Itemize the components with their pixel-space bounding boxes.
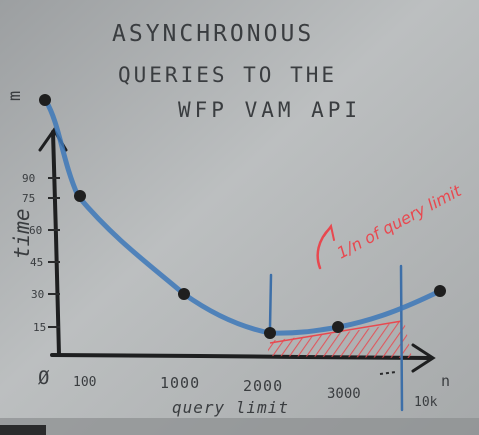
dot-2: [74, 190, 86, 202]
x-tick-1000: 1000: [160, 374, 200, 392]
x-tick-3000: 3000: [327, 386, 361, 402]
y-axis-label: time: [10, 208, 34, 259]
y-unit-label: m: [5, 91, 25, 101]
x-axis-arrow: [411, 343, 436, 373]
x-axis-end-label: n: [441, 372, 450, 390]
data-dots: [39, 94, 446, 339]
y-tick-90: 90: [22, 172, 35, 185]
dot-4: [264, 327, 276, 339]
dot-1: [39, 94, 51, 106]
y-tick-45: 45: [30, 256, 43, 269]
curve: [43, 98, 443, 336]
dot-5: [332, 321, 344, 333]
y-tick-marks: [48, 177, 60, 328]
x-tick-2000: 2000: [243, 377, 283, 395]
dot-3: [178, 288, 190, 300]
y-axis-line: [51, 130, 61, 357]
dot-6: [434, 285, 446, 297]
y-tick-15: 15: [33, 321, 46, 334]
origin-label: Ø: [38, 367, 50, 389]
annotation-arrowhead: [323, 223, 335, 241]
title-line-1: ASYNCHRONOUS: [112, 21, 314, 47]
x-axis-label: query limit: [172, 398, 289, 417]
guide-line-right: [399, 264, 404, 412]
y-tick-75: 75: [22, 192, 35, 205]
y-tick-60: 60: [29, 224, 42, 237]
title-line-2: QUERIES TO THE: [118, 63, 337, 87]
board-tray: [0, 425, 46, 435]
title-line-3: WFP VAM API: [178, 98, 361, 122]
axis-dashed-mark: [379, 371, 397, 375]
hatched-area: [268, 320, 412, 358]
y-tick-30: 30: [31, 288, 44, 301]
x-tick-10k: 10k: [414, 395, 438, 410]
board-bottom-edge: [0, 418, 479, 435]
x-tick-100: 100: [73, 375, 96, 390]
x-axis-line: [50, 353, 432, 360]
guide-line-left: [268, 273, 273, 330]
